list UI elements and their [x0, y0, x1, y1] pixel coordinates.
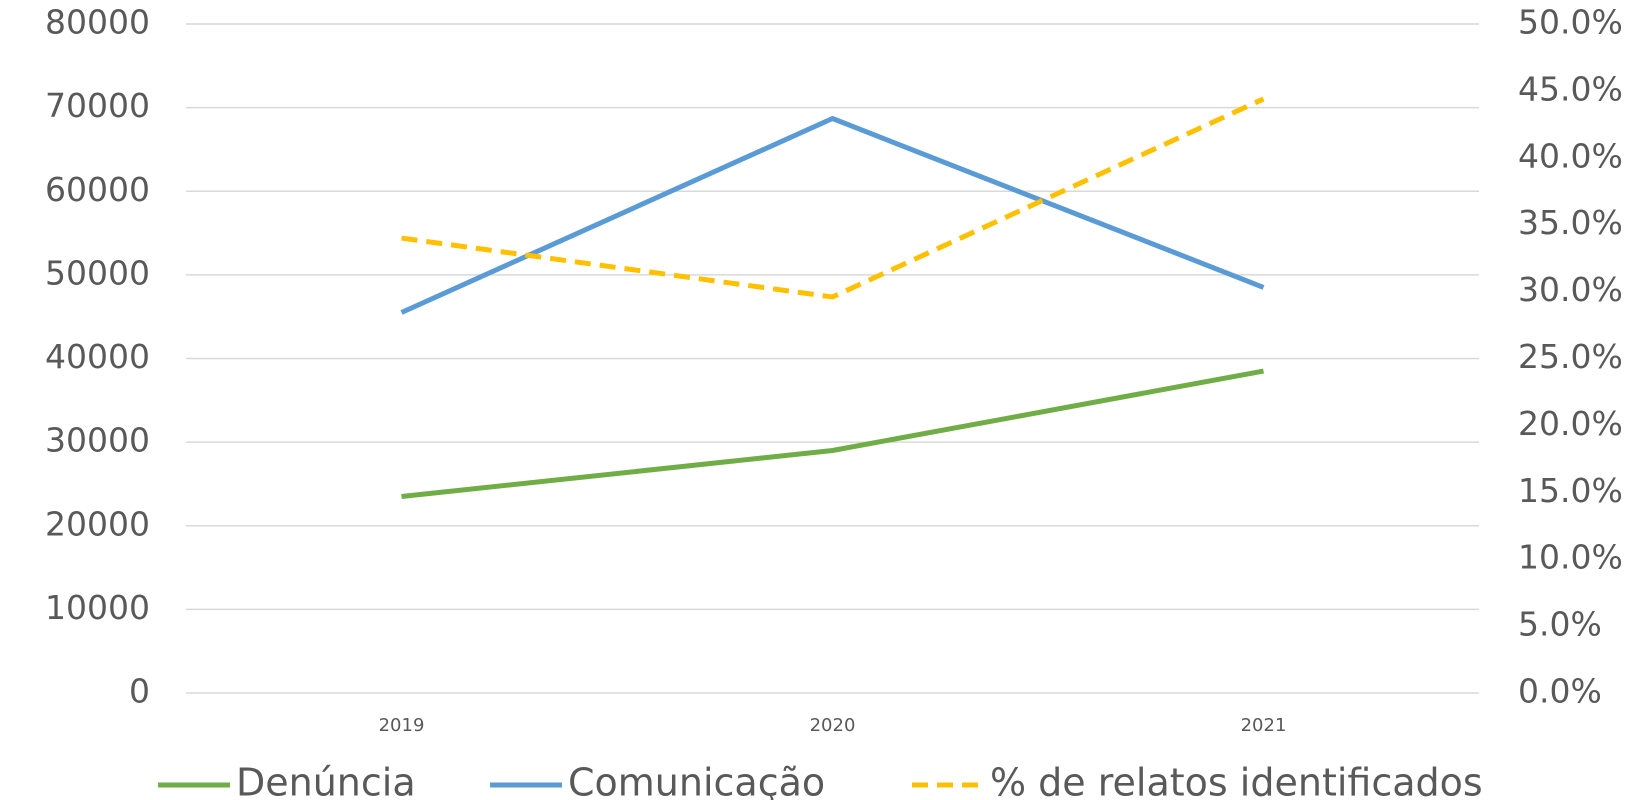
y2-tick-label: 50.0%	[1518, 3, 1623, 42]
x-tick-label: 2019	[379, 715, 425, 736]
y2-tick-label: 20.0%	[1518, 404, 1623, 443]
y-tick-label: 60000	[45, 170, 150, 209]
y-tick-label: 70000	[45, 86, 150, 125]
y-tick-label: 40000	[45, 337, 150, 376]
legend-label: % de relatos identificados	[990, 761, 1483, 800]
series-line	[400, 115, 1265, 315]
x-tick-label: 2021	[1241, 715, 1287, 736]
y2-tick-label: 45.0%	[1518, 69, 1623, 108]
y2-tick-label: 30.0%	[1518, 270, 1623, 309]
y2-tick-label: 25.0%	[1518, 337, 1623, 376]
y-tick-label: 0	[129, 672, 150, 711]
y2-tick-label: 35.0%	[1518, 203, 1623, 242]
series-line	[401, 368, 1264, 499]
legend-label: Denúncia	[236, 761, 416, 800]
series-line	[401, 96, 1265, 300]
y2-tick-label: 10.0%	[1518, 538, 1623, 577]
y-tick-label: 80000	[45, 3, 150, 42]
y2-tick-label: 15.0%	[1518, 471, 1623, 510]
x-tick-label: 2020	[810, 715, 856, 736]
legend-label: Comunicação	[568, 761, 825, 800]
y2-tick-label: 0.0%	[1518, 672, 1602, 711]
y-tick-label: 50000	[45, 253, 150, 292]
y2-tick-label: 5.0%	[1518, 605, 1602, 644]
y-tick-label: 20000	[45, 504, 150, 543]
y-tick-label: 10000	[45, 588, 150, 627]
y-tick-label: 30000	[45, 421, 150, 460]
y2-tick-label: 40.0%	[1518, 136, 1623, 175]
